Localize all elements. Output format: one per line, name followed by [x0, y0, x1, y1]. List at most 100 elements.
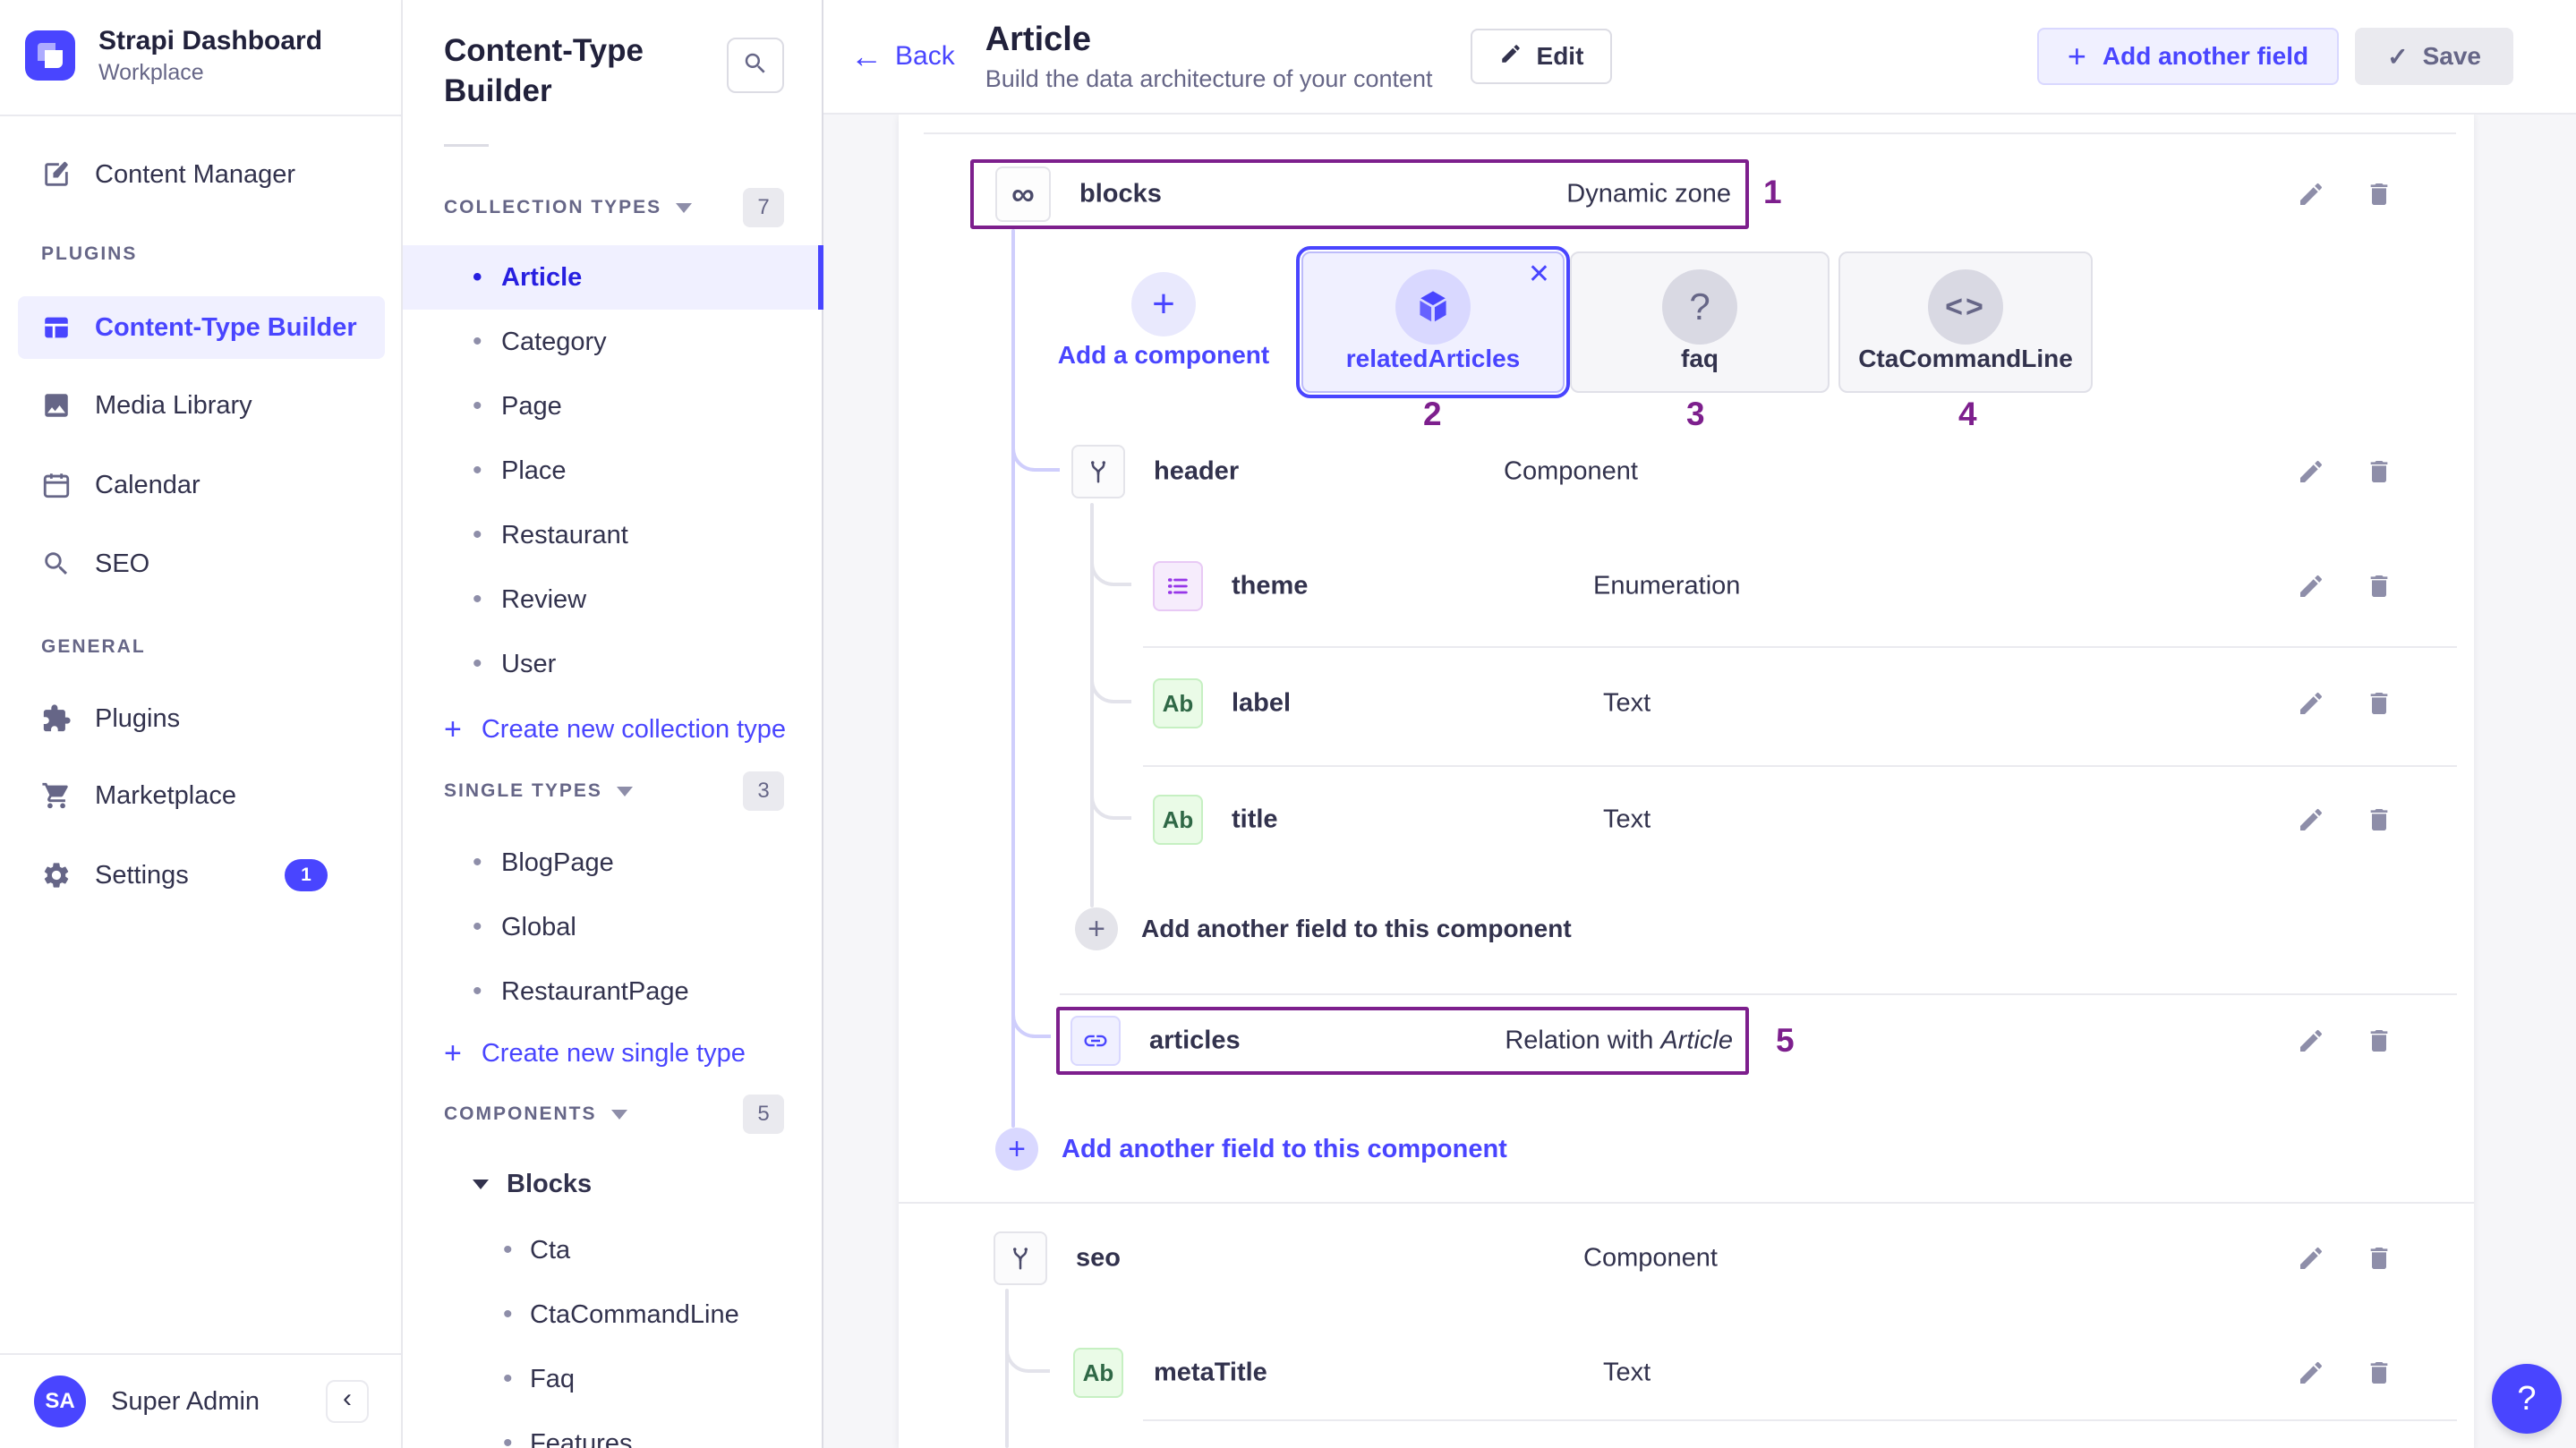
- delete-field-icon[interactable]: [2365, 180, 2393, 209]
- sidebar-item-settings[interactable]: Settings 1: [18, 844, 385, 907]
- chevron-down-icon: [473, 1179, 489, 1189]
- text-field-icon: Ab: [1153, 678, 1203, 728]
- nav-item-category[interactable]: Category: [403, 310, 823, 374]
- edit-field-icon[interactable]: [2297, 572, 2325, 600]
- sidebar-item-plugins[interactable]: Plugins: [18, 687, 385, 750]
- builder-subnav: Content-Type Builder COLLECTION TYPES 7 …: [403, 0, 823, 1448]
- nav-item-features[interactable]: Features: [403, 1411, 823, 1448]
- tree-elbow: [1011, 418, 1060, 472]
- back-link[interactable]: ← Back: [850, 40, 955, 72]
- strapi-logo-icon: [25, 30, 75, 81]
- sidebar-item-media-library[interactable]: Media Library: [18, 374, 385, 437]
- sidebar-item-label: SEO: [95, 549, 150, 578]
- add-field-to-zone-button[interactable]: + Add another field to this component: [995, 1128, 1507, 1171]
- field-type: Text: [1603, 805, 1651, 834]
- sidebar-item-marketplace[interactable]: Marketplace: [18, 764, 385, 827]
- field-name: articles: [1149, 1026, 1241, 1055]
- puzzle-icon: [41, 703, 72, 734]
- field-row-header: header Component: [899, 442, 2474, 501]
- edit-field-icon[interactable]: [2297, 457, 2325, 486]
- nav-item-review[interactable]: Review: [403, 567, 823, 632]
- annotation-1: 1: [1763, 174, 1782, 210]
- edit-field-icon[interactable]: [2297, 1026, 2325, 1055]
- delete-field-icon[interactable]: [2365, 457, 2393, 486]
- component-card-faq[interactable]: ? faq: [1570, 251, 1830, 393]
- sidebar-item-calendar[interactable]: Calendar: [18, 454, 385, 516]
- nav-item-cta[interactable]: Cta: [403, 1218, 823, 1282]
- pencil-icon: [1499, 42, 1523, 72]
- single-types-count: 3: [743, 771, 784, 811]
- field-type: Relation with Article: [1505, 1026, 1733, 1055]
- sidebar-item-content-type-builder[interactable]: Content-Type Builder: [18, 296, 385, 359]
- field-name: label: [1232, 688, 1292, 718]
- edit-button[interactable]: Edit: [1470, 29, 1613, 84]
- nav-item-faq[interactable]: Faq: [403, 1347, 823, 1411]
- edit-field-icon[interactable]: [2297, 689, 2325, 718]
- sidebar-item-seo[interactable]: SEO: [18, 532, 385, 595]
- component-group-blocks[interactable]: Blocks: [403, 1152, 823, 1216]
- avatar[interactable]: SA: [34, 1376, 86, 1427]
- edit-field-icon[interactable]: [2297, 805, 2325, 834]
- components-header[interactable]: COMPONENTS: [444, 1095, 627, 1134]
- chevron-down-icon: [616, 786, 633, 796]
- tree-elbow: [1090, 766, 1131, 820]
- delete-field-icon[interactable]: [2365, 1244, 2393, 1273]
- add-field-label: Add another field: [2102, 42, 2309, 70]
- nav-item-global[interactable]: Global: [403, 895, 823, 959]
- sidebar-item-content-manager[interactable]: Content Manager: [18, 143, 385, 206]
- field-name: title: [1232, 805, 1278, 834]
- annotation-3: 3: [1686, 396, 1705, 432]
- sidebar-footer: SA Super Admin ‹: [0, 1353, 403, 1448]
- save-button[interactable]: ✓ Save: [2355, 28, 2513, 85]
- annotation-4: 4: [1958, 396, 1977, 432]
- nav-item-blogpage[interactable]: BlogPage: [403, 830, 823, 895]
- field-type: Dynamic zone: [1566, 179, 1731, 209]
- add-field-to-component-button[interactable]: + Add another field to this component: [1075, 907, 1572, 950]
- close-icon[interactable]: ✕: [1527, 260, 1550, 289]
- divider: [1143, 765, 2457, 767]
- brand[interactable]: Strapi Dashboard Workplace: [25, 25, 322, 86]
- add-component-label[interactable]: Add a component: [1057, 341, 1270, 369]
- plus-icon: +: [2067, 38, 2086, 74]
- add-another-field-button[interactable]: + Add another field: [2036, 28, 2340, 85]
- edit-field-icon[interactable]: [2297, 180, 2325, 209]
- plus-icon: +: [995, 1128, 1038, 1171]
- nav-item-page[interactable]: Page: [403, 374, 823, 439]
- nav-item-ctacommandline[interactable]: CtaCommandLine: [403, 1282, 823, 1347]
- component-card-relatedarticles[interactable]: ✕ relatedArticles: [1296, 246, 1570, 398]
- sidebar-item-label: Media Library: [95, 390, 252, 420]
- nav-item-place[interactable]: Place: [403, 439, 823, 503]
- plus-icon: +: [444, 1035, 462, 1070]
- edit-field-icon[interactable]: [2297, 1359, 2325, 1387]
- sidebar-item-label: Plugins: [95, 703, 181, 733]
- create-single-type-link[interactable]: + Create new single type: [444, 1032, 746, 1075]
- arrow-left-icon: ←: [850, 38, 883, 74]
- delete-field-icon[interactable]: [2365, 805, 2393, 834]
- edit-field-icon[interactable]: [2297, 1244, 2325, 1273]
- delete-field-icon[interactable]: [2365, 1359, 2393, 1387]
- divider: [1143, 646, 2457, 648]
- nav-item-user[interactable]: User: [403, 632, 823, 696]
- page-title: Article: [985, 20, 1091, 58]
- nav-item-article[interactable]: Article: [403, 245, 823, 310]
- component-card-label: faq: [1681, 345, 1719, 372]
- component-card-ctacommandline[interactable]: <> CtaCommandLine: [1838, 251, 2093, 393]
- delete-field-icon[interactable]: [2365, 689, 2393, 718]
- nav-item-restaurantpage[interactable]: RestaurantPage: [403, 959, 823, 1024]
- delete-field-icon[interactable]: [2365, 1026, 2393, 1055]
- nav-item-restaurant[interactable]: Restaurant: [403, 503, 823, 567]
- add-component-button[interactable]: +: [1131, 272, 1196, 336]
- search-button[interactable]: [727, 38, 784, 93]
- field-type: Component: [1504, 456, 1638, 486]
- back-label: Back: [895, 41, 955, 71]
- tree-elbow: [1011, 984, 1051, 1038]
- create-collection-type-link[interactable]: + Create new collection type: [444, 708, 786, 751]
- component-card-label: CtaCommandLine: [1858, 345, 2073, 372]
- component-branch-icon: [994, 1231, 1047, 1285]
- collapse-sidebar-button[interactable]: ‹: [326, 1380, 369, 1423]
- single-types-header[interactable]: SINGLE TYPES: [444, 771, 633, 811]
- collection-types-header[interactable]: COLLECTION TYPES: [444, 188, 693, 227]
- delete-field-icon[interactable]: [2365, 572, 2393, 600]
- help-button[interactable]: ?: [2492, 1364, 2562, 1434]
